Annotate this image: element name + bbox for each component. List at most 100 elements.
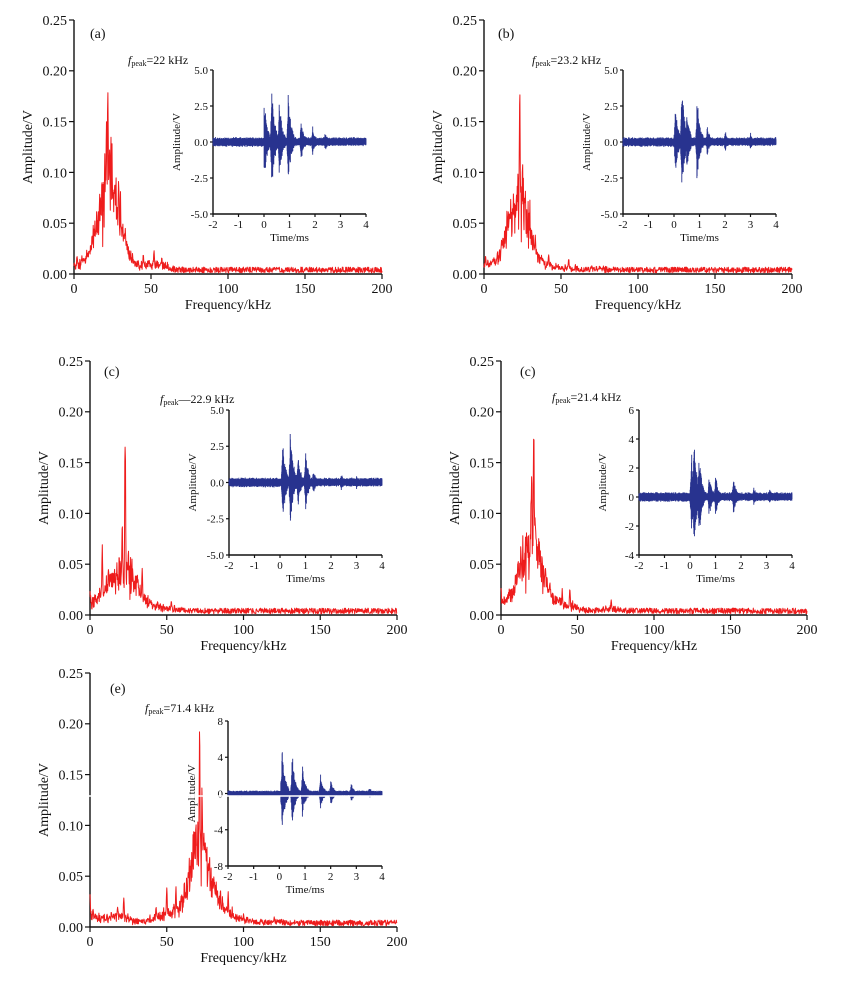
inset-y-label: Amplitude/V — [186, 764, 198, 822]
main-y-tick-label: 0.05 — [453, 217, 478, 232]
main-y-tick-label: 0.00 — [453, 268, 478, 283]
main-y-tick-label: 0.25 — [43, 14, 68, 29]
inset-x-tick-label: -2 — [224, 560, 233, 572]
inset-y-tick-label: -5.0 — [207, 550, 225, 562]
inset-x-tick-label: 1 — [303, 560, 309, 572]
spectrum-line — [483, 94, 793, 274]
inset-y-tick-label: 2.5 — [604, 101, 618, 113]
main-y-tick-label: 0.25 — [59, 667, 84, 682]
inset-y-tick-label: -2 — [625, 521, 634, 533]
inset-y-tick-label: 2.5 — [194, 101, 208, 113]
inset-x-tick-label: 2 — [328, 871, 334, 883]
inset-x-tick-label: -1 — [660, 560, 669, 572]
main-x-tick-label: 200 — [782, 282, 803, 297]
peak-frequency-annotation: fpeak=22 kHz — [128, 53, 188, 68]
inset-y-tick-label: -4 — [625, 550, 635, 562]
inset-y-tick-label: -2.5 — [191, 173, 209, 185]
main-x-tick-label: 0 — [87, 623, 94, 638]
panel-5: 0 50 100 150 2000.000.050.100.150.200.25Freq… — [37, 667, 408, 966]
main-y-tick-label: 0.10 — [59, 507, 84, 522]
main-x-tick-label: 0 — [71, 282, 78, 297]
main-x-label: Frequency/kHz — [611, 639, 697, 654]
main-y-tick-label: 0.05 — [43, 217, 68, 232]
main-y-label: Amplitude/V — [431, 110, 446, 184]
main-y-tick-label: 0.00 — [43, 268, 68, 283]
inset-x-tick-label: 3 — [338, 219, 344, 231]
inset-y-label: Amplitude/V — [171, 113, 183, 171]
main-y-tick-label: 0.10 — [59, 819, 84, 834]
inset-x-label: Time/ms — [270, 232, 309, 244]
main-y-tick-label: 0.05 — [59, 558, 84, 573]
inset-y-label: Amplitude/V — [581, 113, 593, 171]
main-y-tick-label: 0.20 — [43, 65, 68, 80]
main-y-tick-label: 0.20 — [453, 65, 478, 80]
inset-x-tick-label: 2 — [738, 560, 744, 572]
inset-waveform-plot: -2 -1 0 1 2 3 4 -5.0 -2.5 0.0 2.5 5.0 Time/ms Amplitu… — [171, 65, 369, 244]
main-x-tick-label: 150 — [310, 623, 331, 638]
inset-y-tick-label: 6 — [629, 405, 635, 417]
inset-x-tick-label: 1 — [287, 219, 293, 231]
main-y-tick-label: 0.20 — [470, 406, 495, 421]
inset-x-tick-label: -1 — [234, 219, 243, 231]
inset-y-label: Amplitude/V — [597, 453, 609, 511]
panel-label: (e) — [110, 682, 126, 697]
main-y-tick-label: 0.20 — [59, 406, 84, 421]
inset-y-tick-label: -5.0 — [601, 209, 619, 221]
panel-label: (c) — [520, 365, 536, 380]
waveform-line — [622, 100, 777, 183]
inset-x-tick-label: 0 — [687, 560, 693, 572]
inset-waveform-plot: -2 -1 0 1 2 3 4 -5.0 -2.5 0.0 2.5 5.0 Time/ms Amplitu… — [187, 405, 385, 585]
main-y-tick-label: 0.25 — [470, 355, 495, 370]
inset-x-tick-label: -2 — [618, 219, 627, 231]
waveform-line — [227, 752, 383, 825]
inset-x-tick-label: 3 — [764, 560, 770, 572]
inset-y-tick-label: 0.0 — [210, 477, 224, 489]
main-x-tick-label: 200 — [387, 935, 408, 950]
main-x-tick-label: 200 — [387, 623, 408, 638]
main-x-tick-label: 150 — [295, 282, 316, 297]
inset-y-tick-label: -2.5 — [601, 173, 619, 185]
inset-y-tick-label: 4 — [218, 752, 224, 764]
main-x-tick-label: 200 — [372, 282, 393, 297]
inset-y-tick-label: 0 — [218, 788, 224, 800]
main-y-tick-label: 0.25 — [453, 14, 478, 29]
inset-y-tick-label: -4 — [214, 825, 224, 837]
main-x-tick-label: 50 — [554, 282, 568, 297]
inset-y-tick-label: 2 — [629, 463, 635, 475]
inset-x-tick-label: 0 — [277, 560, 283, 572]
inset-x-tick-label: 1 — [713, 560, 719, 572]
main-y-tick-label: 0.15 — [453, 116, 478, 131]
inset-x-label: Time/ms — [286, 573, 325, 585]
peak-frequency-annotation: fpeak=71.4 kHz — [145, 701, 214, 716]
inset-x-tick-label: 0 — [671, 219, 677, 231]
main-x-tick-label: 100 — [233, 623, 254, 638]
inset-y-tick-label: 5.0 — [210, 405, 224, 417]
waveform-line — [228, 434, 383, 521]
main-y-tick-label: 0.00 — [59, 921, 84, 936]
inset-y-tick-label: 5.0 — [194, 65, 208, 77]
main-y-tick-label: 0.20 — [59, 718, 84, 733]
spectrum-line — [89, 446, 398, 615]
main-y-tick-label: 0.10 — [470, 507, 495, 522]
inset-x-tick-label: 1 — [302, 871, 308, 883]
panel-label: (a) — [90, 27, 106, 42]
inset-x-tick-label: 3 — [354, 560, 360, 572]
main-y-tick-label: 0.00 — [59, 609, 84, 624]
main-x-tick-label: 200 — [797, 623, 818, 638]
inset-y-tick-label: 0 — [629, 492, 635, 504]
main-x-tick-label: 150 — [310, 935, 331, 950]
main-x-tick-label: 0 — [87, 935, 94, 950]
spectrum-line — [500, 438, 808, 615]
main-x-tick-label: 50 — [160, 623, 174, 638]
main-x-label: Frequency/kHz — [595, 298, 681, 313]
main-x-label: Frequency/kHz — [200, 951, 286, 966]
inset-x-tick-label: -1 — [249, 871, 258, 883]
peak-frequency-annotation: fpeak=21.4 kHz — [552, 390, 621, 405]
peak-frequency-annotation: fpeak—22.9 kHz — [160, 392, 234, 407]
inset-y-tick-label: 2.5 — [210, 441, 224, 453]
main-x-tick-label: 150 — [705, 282, 726, 297]
waveform-line — [212, 93, 367, 178]
main-x-label: Frequency/kHz — [200, 639, 286, 654]
